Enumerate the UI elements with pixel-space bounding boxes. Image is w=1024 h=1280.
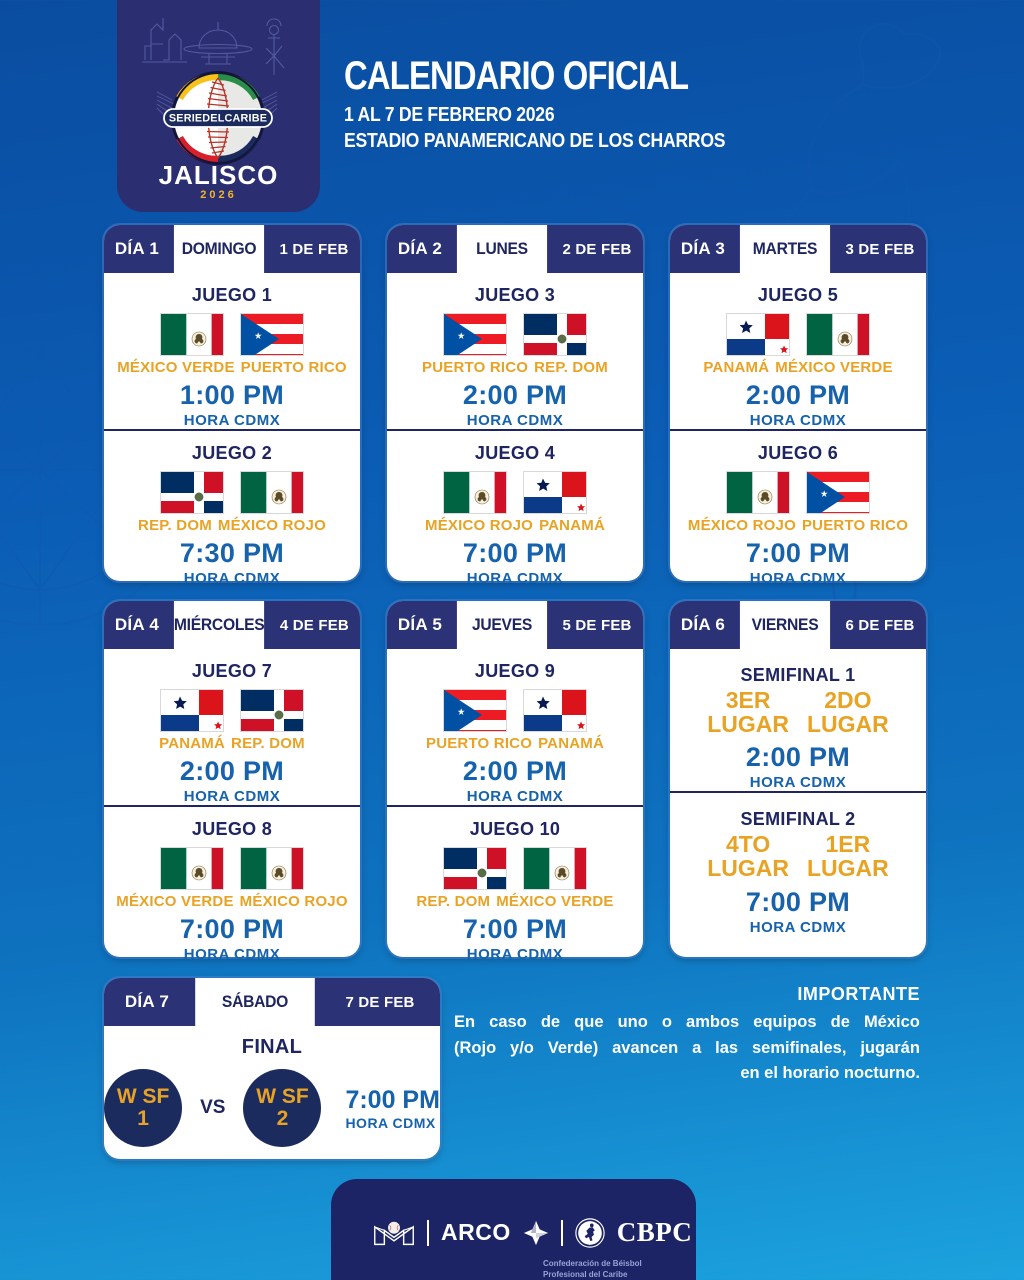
svg-text:SERIEDELCARIBE: SERIEDELCARIBE [169,113,267,125]
